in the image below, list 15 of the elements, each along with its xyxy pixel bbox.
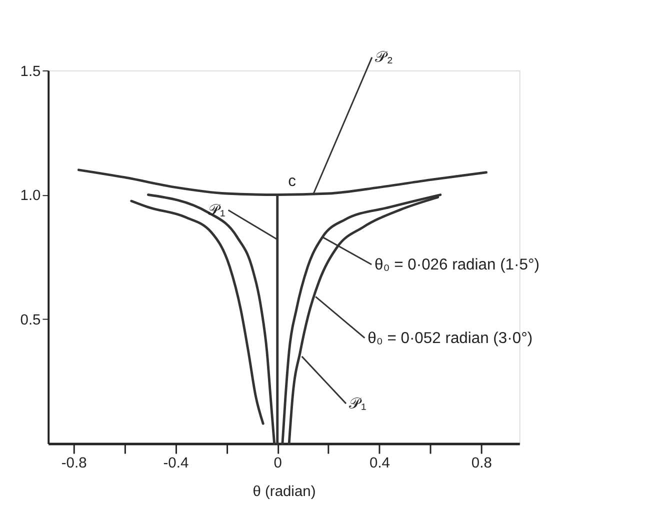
x-tick-label: -0.4	[163, 456, 189, 472]
annotation: c	[288, 172, 296, 190]
x-tick-label: -0.8	[61, 456, 87, 472]
y-tick-label: 0.5	[20, 312, 41, 329]
x-axis-title: θ (radian)	[252, 484, 316, 500]
annotation: θ₀ = 0·026 radian (1·5°)	[374, 256, 540, 274]
x-tick-label: 0.8	[471, 456, 492, 472]
y-tick-label: 1.5	[20, 64, 41, 80]
annotation: 𝒫₁	[348, 395, 366, 412]
x-tick-label: 0.4	[370, 456, 390, 472]
annotation: 𝒫₁	[208, 202, 226, 219]
x-tick-label: 0	[274, 456, 282, 472]
annotation: θ₀ = 0·052 radian (3·0°)	[368, 330, 533, 347]
y-tick-label: 1.0	[20, 188, 41, 204]
annotation: 𝒫₂	[374, 49, 393, 66]
